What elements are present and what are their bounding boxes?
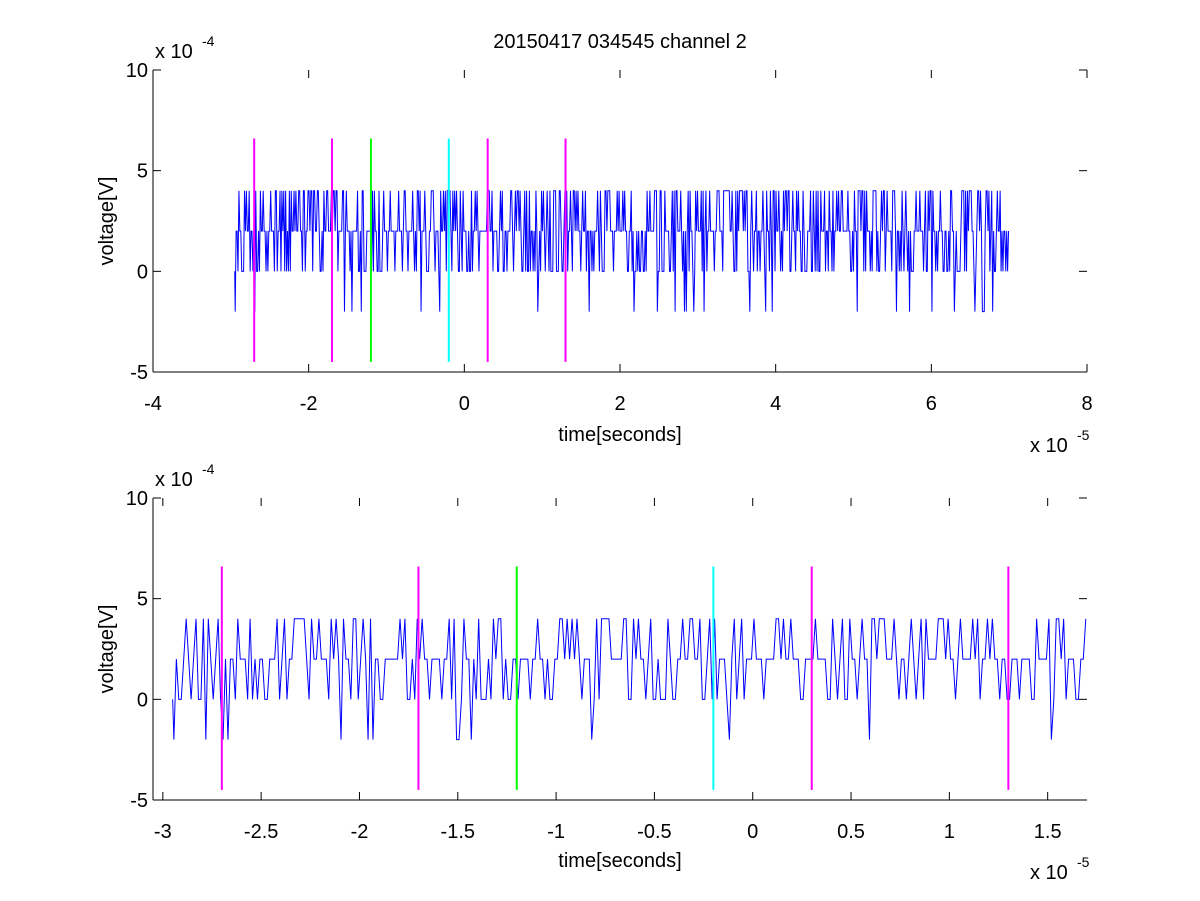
x-tick-label: 0 [459, 393, 470, 415]
x-tick-label: -4 [144, 393, 162, 415]
y-tick-label: 5 [137, 589, 148, 611]
x-tick-label: 8 [1081, 393, 1092, 415]
top-y-multiplier-exp: -4 [202, 33, 215, 49]
top-y-axis-label: voltage[V] [96, 177, 118, 266]
x-tick-label: 0.5 [837, 821, 865, 843]
bottom-x-ticks: -3 -2.5 -2 -1.5 -1 -0.5 0 0.5 1 1.5 [154, 498, 1062, 843]
bottom-voltage-series [172, 618, 1087, 741]
bottom-x-multiplier: x 10 -5 [1030, 854, 1090, 884]
top-x-multiplier: x 10 -5 [1030, 427, 1090, 457]
x-tick-label: 6 [926, 393, 937, 415]
bottom-subplot: -3 -2.5 -2 -1.5 -1 -0.5 0 0.5 1 1.5 -5 0 5 10 time[s… [96, 461, 1090, 884]
top-x-multiplier-exp: -5 [1077, 427, 1090, 443]
y-tick-label: 10 [126, 60, 148, 82]
x-tick-label: 2 [614, 393, 625, 415]
y-tick-label: 5 [137, 161, 148, 183]
bottom-x-multiplier-exp: -5 [1077, 854, 1090, 870]
bottom-x-multiplier-base: x 10 [1030, 862, 1068, 884]
top-y-multiplier: x 10 -4 [155, 33, 215, 63]
bottom-y-axis-label: voltage[V] [96, 605, 118, 694]
y-tick-label: -5 [130, 362, 148, 384]
bottom-y-ticks: -5 0 5 10 [126, 488, 1087, 812]
y-tick-label: 0 [137, 689, 148, 711]
x-tick-label: -1.5 [441, 821, 475, 843]
bottom-y-multiplier: x 10 -4 [155, 461, 215, 491]
y-tick-label: 10 [126, 488, 148, 510]
chart-title: 20150417 034545 channel 2 [493, 31, 747, 53]
top-subplot: 20150417 034545 channel 2 -4 -2 0 2 4 6 8 -5 0 5… [96, 31, 1093, 457]
x-tick-label: -0.5 [637, 821, 671, 843]
x-tick-label: -3 [154, 821, 172, 843]
voltage-trace [234, 190, 1010, 313]
bottom-plot-area [153, 498, 1087, 800]
top-y-multiplier-base: x 10 [155, 41, 193, 63]
x-tick-label: -2 [300, 393, 318, 415]
top-y-ticks: -5 0 5 10 [126, 60, 1087, 384]
x-tick-label: 0 [747, 821, 758, 843]
bottom-y-multiplier-base: x 10 [155, 469, 193, 491]
y-tick-label: 0 [137, 261, 148, 283]
top-x-axis-label: time[seconds] [558, 424, 681, 446]
x-tick-label: 4 [770, 393, 781, 415]
x-tick-label: 1 [944, 821, 955, 843]
top-x-ticks: -4 -2 0 2 4 6 8 [144, 70, 1093, 415]
bottom-event-markers [220, 566, 1010, 790]
x-tick-label: -2 [351, 821, 369, 843]
bottom-x-axis-label: time[seconds] [558, 850, 681, 872]
top-x-multiplier-base: x 10 [1030, 435, 1068, 457]
bottom-y-multiplier-exp: -4 [202, 461, 215, 477]
y-tick-label: -5 [130, 790, 148, 812]
x-tick-label: -2.5 [244, 821, 278, 843]
x-tick-label: -1 [547, 821, 565, 843]
top-voltage-series [234, 190, 1010, 313]
voltage-trace [172, 618, 1087, 741]
x-tick-label: 1.5 [1034, 821, 1062, 843]
top-event-markers [253, 138, 567, 362]
